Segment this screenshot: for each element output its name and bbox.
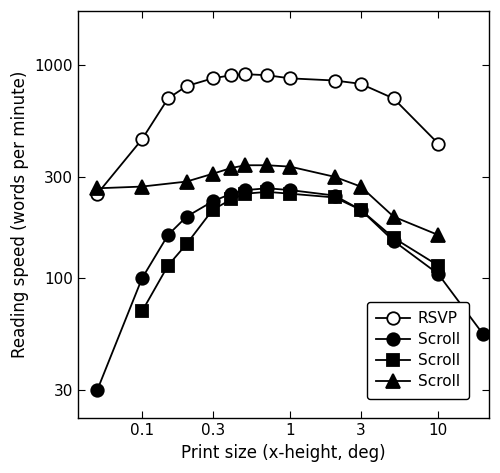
Scroll	[332, 193, 338, 198]
Scroll	[332, 174, 338, 180]
Scroll	[94, 185, 100, 191]
RSVP	[94, 191, 100, 196]
Line: Scroll: Scroll	[90, 158, 445, 242]
Scroll	[287, 191, 293, 196]
Scroll	[165, 232, 171, 238]
RSVP	[139, 137, 145, 142]
Scroll	[139, 276, 145, 281]
Scroll	[242, 191, 248, 196]
RSVP	[332, 78, 338, 83]
Scroll	[264, 189, 270, 195]
Scroll	[228, 197, 234, 202]
RSVP	[287, 76, 293, 81]
Legend: RSVP, Scroll, Scroll, Scroll: RSVP, Scroll, Scroll, Scroll	[367, 302, 469, 399]
Scroll	[139, 184, 145, 189]
RSVP	[228, 72, 234, 78]
RSVP	[210, 76, 216, 81]
Scroll	[139, 308, 145, 314]
Line: Scroll: Scroll	[91, 182, 489, 396]
Scroll	[390, 238, 396, 244]
Line: Scroll: Scroll	[136, 186, 444, 317]
Scroll	[332, 194, 338, 200]
Scroll	[264, 162, 270, 168]
RSVP	[390, 96, 396, 101]
Scroll	[358, 207, 364, 213]
Scroll	[287, 164, 293, 169]
Scroll	[210, 171, 216, 176]
Scroll	[242, 187, 248, 193]
X-axis label: Print size (x-height, deg): Print size (x-height, deg)	[181, 444, 386, 462]
Scroll	[94, 387, 100, 393]
Scroll	[184, 214, 190, 219]
Scroll	[358, 207, 364, 213]
Scroll	[390, 214, 396, 219]
Scroll	[435, 232, 441, 238]
RSVP	[435, 140, 441, 146]
Y-axis label: Reading speed (words per minute): Reading speed (words per minute)	[11, 71, 29, 359]
RSVP	[184, 83, 190, 89]
RSVP	[242, 71, 248, 77]
Scroll	[228, 165, 234, 171]
Scroll	[287, 187, 293, 193]
Scroll	[390, 235, 396, 241]
RSVP	[264, 72, 270, 78]
Scroll	[210, 199, 216, 204]
Scroll	[184, 241, 190, 247]
Scroll	[184, 179, 190, 184]
Scroll	[435, 263, 441, 268]
Scroll	[435, 271, 441, 277]
Scroll	[228, 191, 234, 196]
Scroll	[358, 184, 364, 189]
Line: RSVP: RSVP	[91, 68, 445, 200]
Scroll	[242, 162, 248, 168]
Scroll	[165, 263, 171, 268]
RSVP	[358, 81, 364, 87]
Scroll	[210, 207, 216, 213]
RSVP	[165, 96, 171, 101]
Scroll	[264, 185, 270, 191]
Scroll	[480, 331, 486, 337]
